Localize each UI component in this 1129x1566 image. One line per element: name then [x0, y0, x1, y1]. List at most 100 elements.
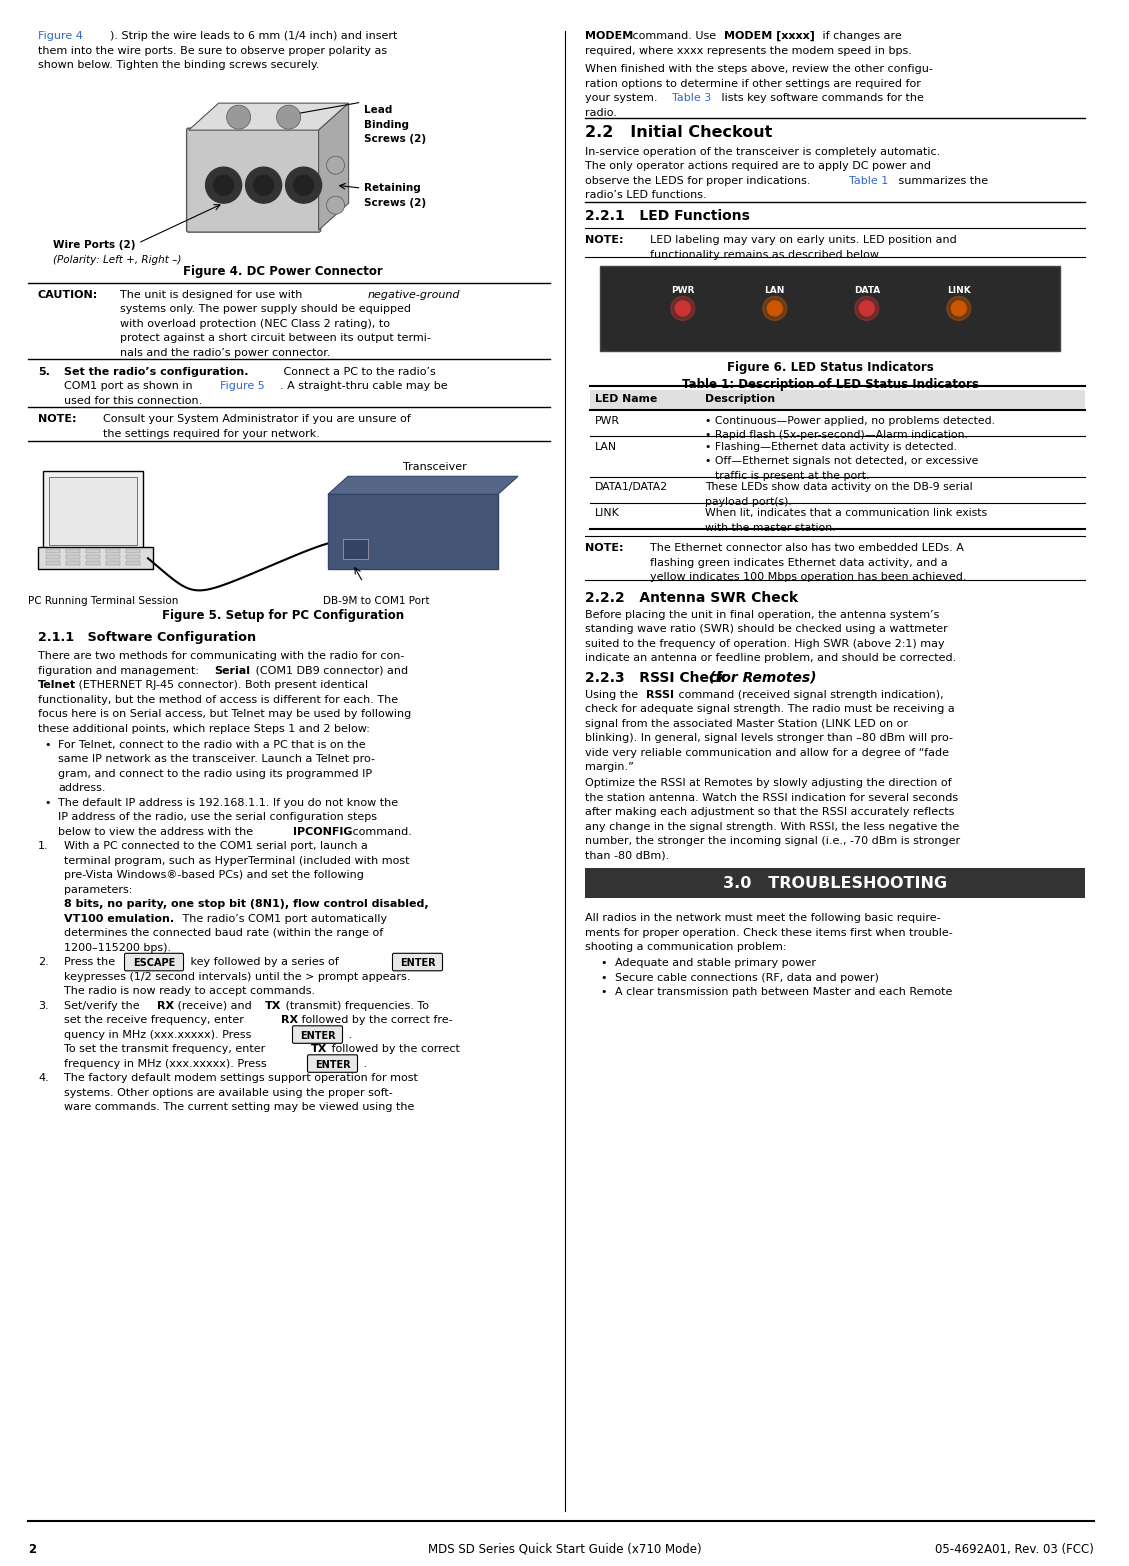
Text: .: . — [360, 1059, 367, 1070]
Text: standing wave ratio (SWR) should be checked using a wattmeter: standing wave ratio (SWR) should be chec… — [585, 625, 947, 634]
Text: Consult your System Administrator if you are unsure of: Consult your System Administrator if you… — [103, 415, 411, 424]
Polygon shape — [189, 103, 349, 130]
Text: 1200–115200 bps).: 1200–115200 bps). — [64, 943, 172, 952]
Text: The radio is now ready to accept commands.: The radio is now ready to accept command… — [64, 987, 315, 996]
FancyBboxPatch shape — [307, 1055, 358, 1073]
Text: . A straight-thru cable may be: . A straight-thru cable may be — [280, 381, 447, 392]
Bar — [585, 868, 1085, 897]
Text: with overload protection (NEC Class 2 rating), to: with overload protection (NEC Class 2 ra… — [120, 319, 390, 329]
Text: shooting a communication problem:: shooting a communication problem: — [585, 943, 787, 952]
Text: shown below. Tighten the binding screws securely.: shown below. Tighten the binding screws … — [38, 60, 320, 70]
Text: observe the LEDS for proper indications.: observe the LEDS for proper indications. — [585, 175, 814, 186]
Bar — [106, 561, 120, 565]
Bar — [329, 495, 498, 570]
Text: systems only. The power supply should be equipped: systems only. The power supply should be… — [120, 304, 411, 315]
Text: address.: address. — [58, 783, 105, 794]
Text: With a PC connected to the COM1 serial port, launch a: With a PC connected to the COM1 serial p… — [64, 841, 368, 852]
Text: 2: 2 — [28, 1543, 36, 1557]
Text: them into the wire ports. Be sure to observe proper polarity as: them into the wire ports. Be sure to obs… — [38, 45, 387, 55]
Text: yellow indicates 100 Mbps operation has been achieved.: yellow indicates 100 Mbps operation has … — [650, 572, 966, 583]
Text: The unit is designed for use with: The unit is designed for use with — [120, 290, 306, 299]
Text: Serial: Serial — [215, 666, 250, 677]
Circle shape — [947, 296, 971, 321]
FancyBboxPatch shape — [393, 954, 443, 971]
Text: MODEM: MODEM — [585, 31, 633, 41]
Text: followed by the correct: followed by the correct — [329, 1045, 460, 1054]
Text: ENTER: ENTER — [315, 1060, 350, 1070]
Bar — [106, 556, 120, 559]
Text: Using the: Using the — [585, 689, 641, 700]
Text: In-service operation of the transceiver is completely automatic.: In-service operation of the transceiver … — [585, 147, 940, 157]
Bar — [126, 556, 140, 559]
Text: focus here is on Serial access, but Telnet may be used by following: focus here is on Serial access, but Teln… — [38, 709, 411, 719]
Text: Set the radio’s configuration.: Set the radio’s configuration. — [64, 366, 248, 377]
Text: Set/verify the: Set/verify the — [64, 1001, 143, 1010]
Text: DATA: DATA — [854, 287, 879, 296]
Text: Before placing the unit in final operation, the antenna system’s: Before placing the unit in final operati… — [585, 611, 939, 620]
Text: PC Running Terminal Session: PC Running Terminal Session — [28, 597, 178, 606]
Bar — [49, 478, 137, 545]
Text: than -80 dBm).: than -80 dBm). — [585, 850, 669, 861]
Text: There are two methods for communicating with the radio for con-: There are two methods for communicating … — [38, 651, 404, 661]
Text: • Flashing—Ethernet data activity is detected.: • Flashing—Ethernet data activity is det… — [704, 442, 957, 453]
Text: Wire Ports (2): Wire Ports (2) — [53, 240, 135, 251]
Text: margin.”: margin.” — [585, 763, 633, 772]
Text: suited to the frequency of operation. High SWR (above 2:1) may: suited to the frequency of operation. Hi… — [585, 639, 945, 648]
Text: protect against a short circuit between its output termi-: protect against a short circuit between … — [120, 334, 431, 343]
Text: LAN: LAN — [595, 442, 618, 453]
Text: pre-Vista Windows®-based PCs) and set the following: pre-Vista Windows®-based PCs) and set th… — [64, 871, 364, 880]
Text: Figure 4: Figure 4 — [38, 31, 82, 41]
Text: followed by the correct fre-: followed by the correct fre- — [298, 1015, 453, 1026]
Text: 05-4692A01, Rev. 03 (FCC): 05-4692A01, Rev. 03 (FCC) — [935, 1543, 1094, 1557]
Text: Lead: Lead — [364, 105, 392, 116]
Bar — [43, 471, 143, 551]
Text: Optimize the RSSI at Remotes by slowly adjusting the direction of: Optimize the RSSI at Remotes by slowly a… — [585, 778, 952, 788]
Circle shape — [952, 301, 966, 316]
Text: These LEDs show data activity on the DB-9 serial: These LEDs show data activity on the DB-… — [704, 482, 972, 492]
Text: .: . — [345, 1030, 352, 1040]
Text: MDS SD Series Quick Start Guide (x710 Mode): MDS SD Series Quick Start Guide (x710 Mo… — [428, 1543, 701, 1557]
Text: 2.: 2. — [38, 957, 49, 968]
Bar — [38, 547, 154, 570]
Text: after making each adjustment so that the RSSI accurately reflects: after making each adjustment so that the… — [585, 806, 954, 817]
Text: Screws (2): Screws (2) — [364, 197, 426, 208]
Text: 5.: 5. — [38, 366, 50, 377]
Bar — [343, 539, 368, 559]
Bar — [86, 556, 100, 559]
Text: IPCONFIG: IPCONFIG — [294, 827, 352, 836]
Text: The factory default modem settings support operation for most: The factory default modem settings suppo… — [64, 1073, 418, 1084]
Text: Table 1: Table 1 — [849, 175, 889, 186]
Text: systems. Other options are available using the proper soft-: systems. Other options are available usi… — [64, 1088, 393, 1098]
Text: 2.2   Initial Checkout: 2.2 Initial Checkout — [585, 125, 772, 141]
Text: (receive) and: (receive) and — [174, 1001, 255, 1010]
Text: with the master station.: with the master station. — [704, 523, 835, 532]
Bar — [106, 550, 120, 553]
Text: A clear transmission path between Master and each Remote: A clear transmission path between Master… — [615, 987, 953, 998]
Text: (for Remotes): (for Remotes) — [709, 670, 816, 684]
Text: ). Strip the wire leads to 6 mm (1/4 inch) and insert: ). Strip the wire leads to 6 mm (1/4 inc… — [110, 31, 397, 41]
Text: 3.0   TROUBLESHOOTING: 3.0 TROUBLESHOOTING — [723, 875, 947, 891]
Circle shape — [227, 105, 251, 128]
Text: summarizes the: summarizes the — [895, 175, 988, 186]
Circle shape — [246, 168, 281, 204]
Bar — [46, 550, 60, 553]
Text: Figure 6. LED Status Indicators: Figure 6. LED Status Indicators — [727, 360, 934, 374]
Text: signal from the associated Master Station (LINK LED on or: signal from the associated Master Statio… — [585, 719, 908, 728]
Text: 1.: 1. — [38, 841, 49, 852]
Text: (Polarity: Left +, Right –): (Polarity: Left +, Right –) — [53, 255, 182, 265]
Text: Connect a PC to the radio’s: Connect a PC to the radio’s — [280, 366, 436, 377]
Text: these additional points, which replace Steps 1 and 2 below:: these additional points, which replace S… — [38, 723, 370, 734]
Text: command.: command. — [349, 827, 412, 836]
Text: any change in the signal strength. With RSSI, the less negative the: any change in the signal strength. With … — [585, 822, 960, 832]
Circle shape — [286, 168, 322, 204]
Text: Table 3: Table 3 — [672, 94, 711, 103]
Text: NOTE:: NOTE: — [585, 543, 623, 553]
Text: RX: RX — [157, 1001, 174, 1010]
Text: To set the transmit frequency, enter: To set the transmit frequency, enter — [64, 1045, 269, 1054]
Text: 3.: 3. — [38, 1001, 49, 1010]
Text: TX: TX — [310, 1045, 327, 1054]
Circle shape — [859, 301, 874, 316]
Circle shape — [326, 157, 344, 174]
Circle shape — [326, 196, 344, 215]
Text: 4.: 4. — [38, 1073, 49, 1084]
